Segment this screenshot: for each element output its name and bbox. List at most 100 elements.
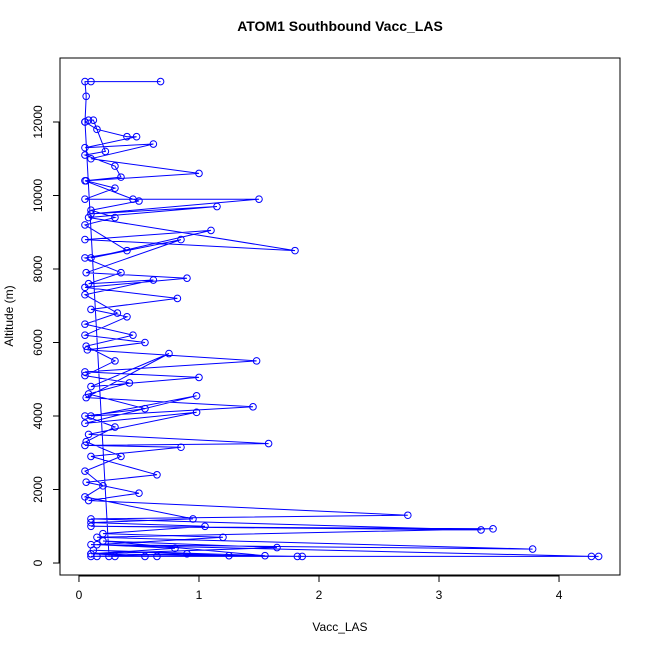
data-point bbox=[135, 489, 143, 497]
data-point bbox=[123, 132, 131, 141]
data-point bbox=[84, 430, 93, 439]
data-point bbox=[81, 195, 89, 203]
x-axis-label: Vacc_LAS bbox=[312, 620, 367, 634]
y-tick-label: 12000 bbox=[31, 105, 45, 139]
data-point bbox=[82, 268, 90, 277]
data-point bbox=[123, 312, 131, 321]
data-point bbox=[173, 294, 182, 303]
data-point bbox=[81, 143, 89, 152]
data-point bbox=[293, 552, 302, 561]
y-tick-label: 2000 bbox=[31, 476, 45, 503]
data-point bbox=[189, 515, 197, 523]
data-point bbox=[477, 526, 485, 534]
data-point bbox=[81, 467, 89, 475]
data-point bbox=[81, 77, 89, 86]
data-point bbox=[87, 550, 95, 558]
data-point bbox=[201, 522, 209, 531]
data-point bbox=[298, 552, 306, 561]
data-point bbox=[87, 522, 95, 531]
data-point bbox=[81, 441, 89, 450]
plot-frame bbox=[59, 57, 621, 576]
data-point bbox=[141, 404, 149, 413]
data-point bbox=[81, 235, 89, 244]
data-point bbox=[252, 357, 261, 365]
data-point bbox=[132, 132, 141, 141]
data-point bbox=[87, 552, 95, 561]
data-point bbox=[93, 125, 101, 134]
data-point bbox=[489, 525, 497, 533]
data-point bbox=[83, 346, 92, 354]
data-point bbox=[82, 478, 90, 486]
y-axis-label: Altitude (m) bbox=[2, 285, 16, 346]
data-point bbox=[111, 213, 119, 222]
data-point bbox=[82, 342, 90, 350]
data-point bbox=[111, 552, 119, 561]
data-point bbox=[99, 529, 107, 538]
data-point bbox=[123, 246, 131, 255]
data-point bbox=[528, 545, 537, 553]
data-point bbox=[101, 147, 110, 156]
data-point bbox=[111, 357, 119, 365]
data-point bbox=[81, 493, 89, 501]
data-point bbox=[111, 162, 119, 170]
data-point bbox=[192, 391, 201, 400]
data-point bbox=[81, 331, 89, 339]
data-point bbox=[84, 116, 93, 124]
data-point bbox=[81, 368, 89, 376]
x-tick-label: 1 bbox=[196, 588, 203, 602]
data-point bbox=[81, 290, 89, 299]
data-point bbox=[192, 408, 201, 417]
data-point bbox=[183, 274, 191, 282]
data-point bbox=[177, 443, 185, 452]
data-point bbox=[135, 197, 143, 205]
data-point bbox=[195, 373, 203, 382]
data-point bbox=[81, 419, 89, 428]
x-tick-label: 3 bbox=[436, 588, 443, 602]
data-point bbox=[404, 511, 412, 520]
data-point bbox=[213, 202, 221, 211]
data-point bbox=[84, 390, 93, 398]
data-point bbox=[87, 452, 95, 461]
data-point bbox=[125, 379, 134, 387]
data-point bbox=[255, 195, 263, 203]
data-point bbox=[195, 169, 203, 178]
data-point bbox=[87, 518, 95, 527]
x-tick-label: 0 bbox=[76, 588, 83, 602]
data-point bbox=[219, 533, 227, 542]
data-point bbox=[81, 151, 89, 159]
data-point bbox=[129, 331, 137, 339]
y-tick-label: 6000 bbox=[31, 329, 45, 356]
data-point bbox=[156, 77, 165, 86]
data-point bbox=[291, 246, 299, 255]
y-tick-label: 10000 bbox=[31, 178, 45, 212]
data-point bbox=[171, 544, 179, 553]
data-point bbox=[93, 540, 101, 549]
data-point bbox=[141, 552, 149, 561]
data-point bbox=[81, 176, 89, 185]
data-point bbox=[111, 184, 119, 192]
data-point bbox=[261, 551, 269, 560]
data-point bbox=[82, 437, 90, 446]
data-point bbox=[149, 140, 158, 148]
data-point bbox=[84, 213, 93, 222]
data-point bbox=[81, 254, 89, 262]
data-point bbox=[587, 552, 596, 561]
y-tick-label: 4000 bbox=[31, 402, 45, 429]
data-point bbox=[87, 305, 95, 314]
data-point bbox=[225, 551, 233, 560]
data-point bbox=[249, 403, 257, 411]
data-point bbox=[165, 349, 173, 358]
data-point bbox=[207, 226, 215, 235]
data-point bbox=[141, 338, 149, 347]
data-point bbox=[81, 371, 89, 380]
data-point bbox=[153, 552, 161, 561]
data-point bbox=[82, 92, 90, 101]
data-point bbox=[81, 118, 89, 126]
series-line bbox=[83, 81, 599, 557]
data-point bbox=[117, 173, 125, 181]
data-point bbox=[594, 552, 603, 561]
data-point bbox=[89, 116, 98, 124]
data-point bbox=[87, 412, 95, 420]
data-point bbox=[87, 154, 95, 163]
